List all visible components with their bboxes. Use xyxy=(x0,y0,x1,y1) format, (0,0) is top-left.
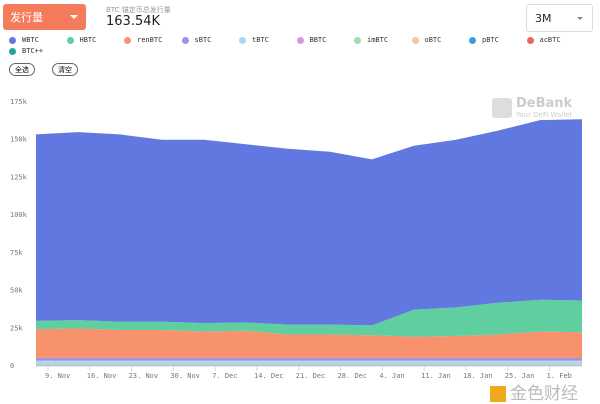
jinse-name: 金色财经 xyxy=(510,385,578,403)
x-tick-label: 28. Dec xyxy=(338,372,368,380)
x-tick-label: 14. Dec xyxy=(254,372,284,380)
y-tick-label: 125k xyxy=(10,173,28,181)
x-tick-label: 16. Nov xyxy=(87,372,117,380)
y-tick-label: 100k xyxy=(10,211,28,219)
area-wbtc xyxy=(36,119,582,325)
y-tick-label: 50k xyxy=(10,287,23,295)
x-tick-label: 25. Jan xyxy=(505,372,535,380)
x-tick-label: 30. Nov xyxy=(170,372,200,380)
y-tick-label: 150k xyxy=(10,136,28,144)
y-tick-label: 175k xyxy=(10,98,28,106)
area-sbtc xyxy=(36,358,582,361)
x-tick-label: 1. Feb xyxy=(547,372,572,380)
jinse-logo-icon xyxy=(490,386,506,402)
area-obtc xyxy=(36,364,582,365)
x-tick-label: 9. Nov xyxy=(45,372,70,380)
debank-logo-icon xyxy=(492,98,512,118)
debank-tagline: Your DeFi Wallet xyxy=(516,111,572,119)
area-tbtc xyxy=(36,361,582,363)
y-tick-label: 75k xyxy=(10,249,23,257)
x-tick-label: 7. Dec xyxy=(212,372,237,380)
jinse-watermark: 金色财经 xyxy=(490,385,578,403)
x-tick-label: 11. Jan xyxy=(421,372,451,380)
x-tick-label: 23. Nov xyxy=(129,372,159,380)
x-tick-label: 4. Jan xyxy=(379,372,404,380)
y-tick-label: 25k xyxy=(10,324,23,332)
x-tick-label: 18. Jan xyxy=(463,372,493,380)
x-tick-label: 21. Dec xyxy=(296,372,326,380)
debank-name: DeBank xyxy=(516,96,572,111)
y-tick-label: 0 xyxy=(10,362,14,370)
area-imbtc xyxy=(36,363,582,364)
